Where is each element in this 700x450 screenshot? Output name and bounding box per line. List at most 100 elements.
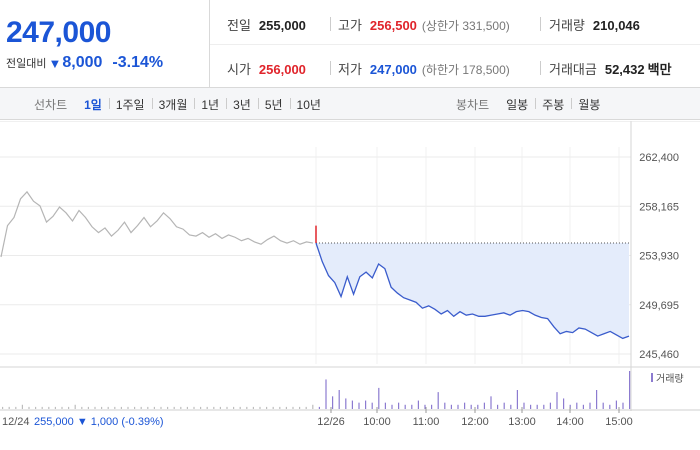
period-3m[interactable]: 3개월 xyxy=(151,96,195,113)
volume-bar xyxy=(477,404,479,409)
period-10y[interactable]: 10년 xyxy=(289,96,328,113)
volume-bar xyxy=(569,404,571,409)
x-tick-label: 10:00 xyxy=(363,416,391,428)
volume-bar xyxy=(140,406,142,409)
volume-bar xyxy=(483,402,485,409)
volume-bar xyxy=(127,406,129,409)
volume-bar xyxy=(470,404,472,409)
volume-bar xyxy=(411,404,413,409)
volume-bar xyxy=(378,387,380,409)
volume-bar xyxy=(503,402,505,409)
volume-bar xyxy=(246,406,248,409)
volume-bar xyxy=(68,406,70,409)
volume-bar xyxy=(312,404,314,409)
volume-bar xyxy=(239,406,241,409)
volume-bar xyxy=(252,406,254,409)
volume-bar xyxy=(292,406,294,409)
volume-bar xyxy=(563,398,565,409)
volume-bar xyxy=(173,406,175,409)
volume-bar xyxy=(81,406,83,409)
volume-bar xyxy=(576,402,578,409)
stat-high: 고가 256,500 (상한가 331,500) xyxy=(338,18,510,33)
today-area-fill xyxy=(316,243,629,339)
volume-bar xyxy=(332,396,334,409)
volume-bar xyxy=(444,402,446,409)
volume-bar xyxy=(325,379,327,409)
x-tick-label: 14:00 xyxy=(556,416,584,428)
volume-bar xyxy=(285,406,287,409)
price-box: 247,000 전일대비 ▼ 8,000 -3.14% xyxy=(0,0,210,88)
prev-day-line xyxy=(0,190,314,258)
volume-bar xyxy=(87,406,89,409)
volume-bar xyxy=(160,406,162,409)
volume-bar xyxy=(153,406,155,409)
price-change: 전일대비 ▼ 8,000 -3.14% xyxy=(6,54,163,72)
stat-prev-close: 전일 255,000 xyxy=(227,18,306,33)
volume-bar xyxy=(200,406,202,409)
stat-open: 시가 256,000 xyxy=(227,62,306,77)
period-selector-bar: 선차트 1일 1주일 3개월 1년 3년 5년 10년 봉차트 일봉 주봉 월봉 xyxy=(0,88,700,120)
volume-bar xyxy=(351,400,353,409)
volume-bar xyxy=(404,404,406,409)
divider xyxy=(540,17,541,31)
volume-bar xyxy=(338,390,340,409)
volume-bar xyxy=(549,402,551,409)
period-1w[interactable]: 1주일 xyxy=(108,96,152,113)
footer-price: 255,000 ▼ 1,000 (-0.39%) xyxy=(34,416,164,428)
volume-bar xyxy=(21,404,23,409)
period-1d[interactable]: 1일 xyxy=(84,97,102,112)
volume-bar xyxy=(279,406,281,409)
volume-bar xyxy=(134,406,136,409)
volume-bar xyxy=(510,404,512,409)
volume-bar xyxy=(186,406,188,409)
volume-bar xyxy=(107,406,109,409)
volume-bar xyxy=(120,406,122,409)
volume-bar xyxy=(365,400,367,409)
volume-bar xyxy=(206,406,208,409)
candle-monthly[interactable]: 월봉 xyxy=(571,96,607,113)
volume-bar xyxy=(556,392,558,409)
period-1y[interactable]: 1년 xyxy=(194,96,226,113)
y-tick-label: 253,930 xyxy=(639,251,679,263)
volume-bar xyxy=(74,404,76,409)
legend-label: 거래량 xyxy=(656,373,684,385)
y-tick-label: 262,400 xyxy=(639,152,679,164)
candle-daily[interactable]: 일봉 xyxy=(506,97,529,112)
current-price: 247,000 xyxy=(6,16,111,49)
volume-bar xyxy=(530,404,532,409)
volume-bar xyxy=(497,404,499,409)
volume-bar xyxy=(450,404,452,409)
volume-bar xyxy=(226,406,228,409)
x-tick-label: 15:00 xyxy=(605,416,633,428)
y-tick-label: 258,165 xyxy=(639,201,679,213)
volume-bar xyxy=(41,406,43,409)
volume-bar xyxy=(431,404,433,409)
volume-bar xyxy=(384,402,386,409)
volume-bar xyxy=(345,398,347,409)
volume-bar xyxy=(219,406,221,409)
volume-bar xyxy=(516,390,518,409)
period-3y[interactable]: 3년 xyxy=(226,96,258,113)
volume-legend: 거래량 xyxy=(651,373,684,385)
volume-bar xyxy=(582,404,584,409)
candle-weekly[interactable]: 주봉 xyxy=(535,96,571,113)
candle-chart-caption: 봉차트 xyxy=(456,97,490,112)
x-tick-label: 13:00 xyxy=(508,416,536,428)
stat-low: 저가 247,000 (하한가 178,500) xyxy=(338,62,510,77)
volume-bar xyxy=(417,400,419,409)
volume-bar xyxy=(523,402,525,409)
change-label: 전일대비 xyxy=(6,58,47,70)
volume-bar xyxy=(536,404,538,409)
volume-bar xyxy=(437,392,439,409)
legend-swatch xyxy=(651,373,653,382)
y-tick-label: 245,460 xyxy=(639,349,679,361)
x-tick-label: 11:00 xyxy=(413,416,440,428)
period-5y[interactable]: 5년 xyxy=(257,96,290,113)
volume-bar xyxy=(54,406,56,409)
volume-bar xyxy=(299,406,301,409)
quote-stats: 전일 255,000 고가 256,500 (상한가 331,500) 거래량 … xyxy=(210,0,700,88)
y-tick-label: 249,695 xyxy=(639,300,679,312)
divider xyxy=(330,17,331,31)
divider xyxy=(210,44,700,45)
y-axis: 262,400 258,165 253,930 249,695 245,460 xyxy=(639,152,679,361)
